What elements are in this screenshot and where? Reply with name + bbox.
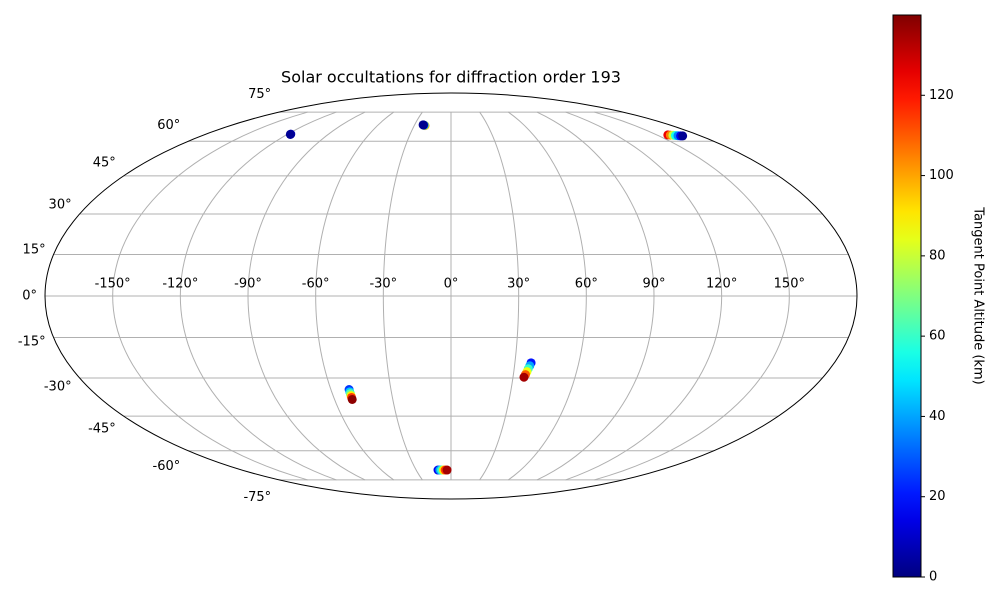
y-tick-label: -45° (88, 421, 116, 436)
x-tick-label: 90° (642, 277, 665, 292)
grid-line (594, 111, 790, 481)
point (678, 131, 688, 141)
y-tick-label: -15° (18, 335, 46, 350)
grid-line (536, 111, 655, 481)
map-outline (44, 92, 858, 500)
point (418, 120, 428, 130)
grid-line (315, 111, 395, 481)
colorbar-tick-label: 60 (929, 329, 946, 344)
point (519, 372, 529, 382)
x-tick-label: -30° (369, 277, 397, 292)
y-tick-label: -60° (153, 459, 181, 474)
x-tick-label: 120° (706, 277, 737, 292)
grid-line (507, 111, 587, 481)
x-tick-label: -90° (234, 277, 262, 292)
y-tick-label: 75° (248, 87, 271, 102)
y-tick-label: 60° (157, 118, 180, 133)
x-tick-label: 30° (507, 277, 530, 292)
y-tick-label: 0° (22, 289, 37, 304)
x-tick-label: -150° (95, 277, 131, 292)
x-tick-label: -120° (162, 277, 198, 292)
y-tick-label: -75° (243, 490, 271, 505)
colorbar-tick-label: 80 (929, 248, 946, 263)
chart-title: Solar occultations for diffraction order… (281, 68, 621, 87)
x-tick-label: -60° (302, 277, 330, 292)
colorbar-tick-label: 100 (929, 168, 954, 183)
grid-line (382, 111, 423, 481)
colorbar-tick-label: 120 (929, 88, 954, 103)
colorbar-tick-label: 40 (929, 409, 946, 424)
colorbar-tick-label: 20 (929, 489, 946, 504)
y-tick-label: 30° (49, 197, 72, 212)
grid-line (565, 111, 723, 481)
colorbar-tick-label: 0 (929, 570, 937, 585)
y-tick-label: 15° (23, 242, 46, 257)
y-tick-label: -30° (44, 380, 72, 395)
point (347, 394, 357, 404)
grid-line (247, 111, 366, 481)
y-tick-label: 45° (93, 156, 116, 171)
grid-line (479, 111, 520, 481)
point (442, 465, 452, 475)
grid-line (179, 111, 337, 481)
x-tick-label: 150° (774, 277, 805, 292)
x-tick-label: 0° (444, 277, 459, 292)
x-tick-label: 60° (575, 277, 598, 292)
colorbar-label: Tangent Point Altitude (km) (971, 206, 986, 384)
colorbar (892, 14, 922, 578)
point (285, 129, 295, 139)
grid-line (112, 111, 308, 481)
